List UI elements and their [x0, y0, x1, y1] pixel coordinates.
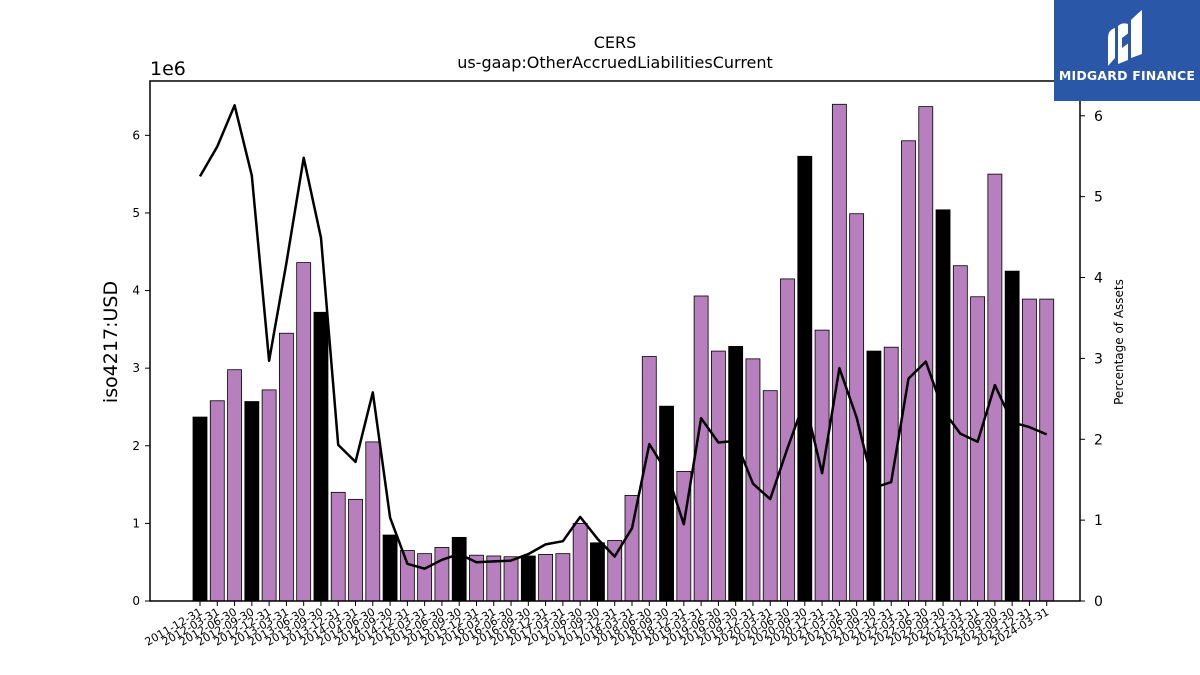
logo-text: MIDGARD FINANCE: [1058, 68, 1196, 83]
y-offset-label: 1e6: [150, 58, 186, 80]
bar-2021-09-30: [866, 350, 882, 602]
bar-2020-09-30: [797, 155, 813, 602]
bar-2021-12-31: [883, 346, 899, 602]
midgard-logo-icon: [1108, 10, 1142, 66]
bar-2014-03-31: [348, 498, 363, 602]
bar-2019-09-30: [728, 346, 744, 602]
bar-2013-03-31: [278, 332, 294, 602]
bar-2012-12-31: [261, 389, 277, 602]
bar-2014-06-30: [365, 441, 381, 602]
y-axis-label: iso4217:USD: [100, 281, 122, 403]
bar-2013-06-30: [296, 262, 312, 602]
y-tick-label: 4: [132, 284, 140, 298]
bar-2019-06-30: [711, 350, 726, 602]
y2-tick-label: 3: [1094, 351, 1103, 367]
y-tick-label: 0: [132, 594, 140, 608]
bar-2018-03-31: [624, 495, 640, 602]
chart-subtitle: us-gaap:OtherAccruedLiabilitiesCurrent: [457, 53, 773, 72]
y2-tick-label: 4: [1094, 271, 1103, 287]
bar-2022-03-31: [901, 140, 916, 602]
bar-2012-03-31: [209, 400, 225, 602]
axes-group: 012345601234562011-12-312012-03-312012-0…: [132, 80, 1103, 649]
bar-2017-03-31: [555, 553, 571, 602]
bar-2015-03-31: [417, 553, 433, 602]
bar-2023-09-30: [1004, 270, 1020, 602]
line-group: [198, 104, 1048, 570]
bar-2023-03-31: [970, 296, 985, 602]
bar-2014-09-30: [382, 534, 398, 602]
bar-2022-06-30: [918, 106, 934, 602]
bar-2016-09-30: [520, 555, 536, 602]
y2-tick-label: 0: [1094, 594, 1103, 610]
bar-2012-06-30: [227, 369, 242, 602]
bar-2020-12-31: [814, 329, 830, 602]
midgard-logo: MIDGARD FINANCE: [1054, 0, 1200, 101]
bar-2017-09-30: [590, 542, 605, 602]
y-tick-label: 5: [132, 206, 140, 220]
bar-2016-12-31: [538, 554, 553, 602]
bar-2018-09-30: [659, 405, 674, 602]
bar-2020-06-30: [780, 278, 795, 602]
bar-2019-12-31: [745, 358, 761, 602]
bar-2023-12-31: [1022, 298, 1037, 602]
y2-tick-label: 1: [1094, 513, 1103, 529]
bar-2016-06-30: [503, 556, 519, 602]
bar-2013-12-31: [330, 491, 346, 602]
bar-group: [192, 103, 1055, 602]
chart-title: CERS: [594, 33, 637, 52]
y2-tick-label: 6: [1094, 109, 1103, 125]
bar-2022-09-30: [935, 209, 951, 602]
y2-tick-label: 2: [1094, 432, 1103, 448]
percentage-line: [198, 104, 1048, 570]
bar-2015-09-30: [451, 536, 467, 602]
bar-2018-06-30: [641, 356, 657, 602]
bar-2021-03-31: [831, 103, 847, 602]
y-tick-label: 3: [132, 361, 140, 375]
y-tick-label: 2: [132, 439, 140, 453]
y2-tick-label: 5: [1094, 190, 1103, 206]
y2-axis-label: Percentage of Assets: [1112, 279, 1126, 405]
bar-2014-12-31: [399, 550, 415, 602]
bar-2012-09-30: [244, 401, 260, 602]
bar-2024-03-31: [1039, 298, 1055, 602]
bar-2021-06-30: [849, 213, 865, 602]
bar-2017-06-30: [572, 522, 588, 602]
bar-2011-12-31: [192, 416, 208, 602]
bar-2013-09-30: [313, 311, 329, 602]
y-tick-label: 1: [132, 516, 140, 530]
y-tick-label: 6: [132, 128, 140, 142]
bar-2015-06-30: [434, 547, 450, 602]
